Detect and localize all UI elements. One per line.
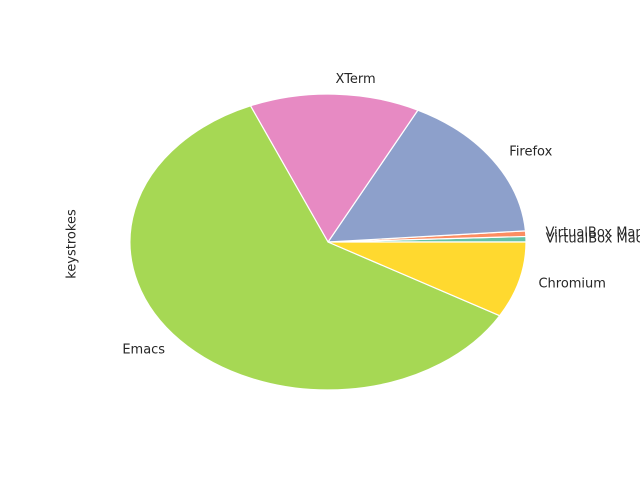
pie-label-4: Emacs [122, 343, 165, 358]
y-axis-label: keystrokes [65, 209, 80, 279]
pie-labels: VirtualBox MachineVirtualBox Manager Fire… [122, 72, 640, 358]
pie-label-2: Firefox [509, 144, 552, 159]
pie-slice-5 [327, 241, 527, 317]
pie-label-1: VirtualBox Manager [545, 225, 640, 240]
pie-slices [129, 93, 527, 391]
pie-label-0: VirtualBox Machine [546, 231, 640, 246]
pie-label-5: Chromium [538, 276, 606, 291]
pie-slice-2 [327, 109, 527, 243]
pie-slice-3 [249, 93, 419, 243]
pie-slice-4 [129, 105, 501, 391]
pie-label-3: XTerm [336, 72, 376, 87]
